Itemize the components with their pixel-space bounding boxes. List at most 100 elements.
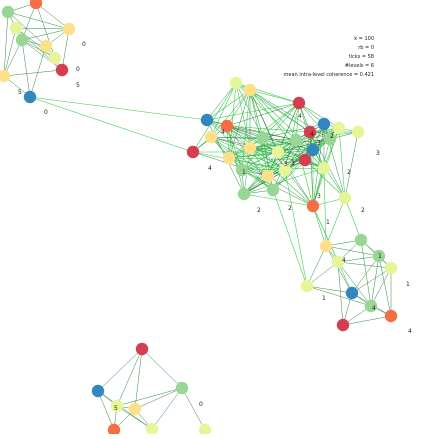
level-label: 1 bbox=[406, 281, 410, 288]
stat-levels: #levels = 6 bbox=[345, 63, 374, 69]
edge bbox=[249, 138, 331, 149]
edge bbox=[243, 151, 279, 195]
edge bbox=[298, 102, 331, 140]
network-node bbox=[336, 318, 350, 332]
edge bbox=[295, 139, 314, 207]
network-node bbox=[243, 83, 257, 97]
edge bbox=[235, 82, 264, 139]
edge bbox=[35, 2, 70, 30]
network-node bbox=[175, 381, 189, 395]
network-node bbox=[300, 279, 314, 293]
network-node bbox=[317, 117, 331, 131]
edge bbox=[61, 28, 70, 71]
edge bbox=[312, 167, 325, 207]
edge bbox=[267, 175, 314, 207]
edge bbox=[116, 387, 183, 407]
edge bbox=[249, 147, 325, 169]
level-label: 1 bbox=[322, 295, 326, 302]
edge bbox=[337, 261, 372, 307]
bridge-edge bbox=[312, 205, 327, 247]
network-node bbox=[29, 0, 43, 10]
edge bbox=[210, 89, 251, 138]
level-label: 0 bbox=[199, 401, 203, 408]
level-label: 3 bbox=[317, 140, 321, 147]
edge bbox=[206, 102, 300, 121]
edge bbox=[306, 245, 327, 287]
edge bbox=[351, 267, 392, 294]
network-node bbox=[204, 130, 218, 144]
edge bbox=[243, 159, 306, 195]
edge bbox=[306, 261, 339, 287]
edge bbox=[298, 102, 314, 151]
edge bbox=[210, 136, 279, 153]
edge bbox=[181, 387, 206, 431]
bridge-edge bbox=[284, 169, 308, 287]
edge bbox=[267, 138, 331, 177]
edge bbox=[306, 285, 353, 294]
edge bbox=[228, 157, 274, 191]
edge bbox=[210, 136, 274, 191]
network-node bbox=[278, 163, 292, 177]
level-label: 5 bbox=[114, 405, 118, 412]
level-label: 2 bbox=[347, 169, 351, 176]
edge bbox=[228, 157, 269, 177]
level-label: 2 bbox=[361, 207, 365, 214]
edge bbox=[249, 147, 286, 171]
edge bbox=[298, 102, 340, 129]
level-label: 3 bbox=[291, 160, 295, 167]
level-label: 0 bbox=[76, 66, 80, 73]
edge bbox=[21, 2, 37, 41]
level-label: 1 bbox=[242, 169, 246, 176]
bridge-edge bbox=[29, 96, 194, 153]
network-node bbox=[145, 422, 159, 436]
network-node bbox=[266, 183, 280, 197]
edge bbox=[249, 89, 311, 133]
network-node bbox=[39, 39, 53, 53]
network-node bbox=[364, 299, 378, 313]
network-node bbox=[298, 153, 312, 167]
network-node bbox=[229, 76, 243, 90]
edge bbox=[378, 255, 392, 317]
level-label: 4 bbox=[310, 131, 314, 138]
network-node bbox=[292, 96, 306, 110]
edge bbox=[35, 2, 56, 59]
level-label: 2 bbox=[288, 205, 292, 212]
bridge-edge bbox=[325, 197, 346, 247]
network-node bbox=[256, 131, 270, 145]
network-node bbox=[1, 5, 15, 19]
network-node bbox=[198, 423, 212, 437]
network-node bbox=[323, 132, 337, 146]
level-label: 1 bbox=[326, 219, 330, 226]
edge bbox=[337, 255, 380, 263]
edge bbox=[134, 387, 183, 410]
network-node bbox=[354, 233, 368, 247]
network-node bbox=[235, 163, 249, 177]
stat-coherence: mean intra-level coherence = 0.421 bbox=[284, 72, 374, 78]
edge bbox=[21, 28, 70, 41]
edge bbox=[304, 159, 346, 199]
network-node bbox=[186, 145, 200, 159]
edge bbox=[116, 405, 153, 430]
edge bbox=[228, 139, 297, 159]
network-node bbox=[0, 69, 11, 83]
level-label: 4 bbox=[298, 113, 302, 120]
edge bbox=[370, 267, 392, 307]
level-label: 4 bbox=[221, 129, 225, 136]
edge bbox=[97, 390, 153, 430]
network-node bbox=[48, 51, 62, 65]
network-node bbox=[384, 309, 398, 323]
edge bbox=[243, 169, 286, 195]
edge bbox=[206, 119, 279, 153]
network-node bbox=[345, 286, 359, 300]
edge bbox=[249, 139, 297, 149]
level-label: 2 bbox=[330, 133, 334, 140]
edge bbox=[206, 119, 269, 177]
edge bbox=[226, 125, 311, 133]
edge bbox=[344, 131, 359, 199]
edge bbox=[262, 123, 325, 139]
edge bbox=[7, 11, 47, 47]
edge bbox=[226, 102, 300, 127]
network-node bbox=[271, 145, 285, 159]
